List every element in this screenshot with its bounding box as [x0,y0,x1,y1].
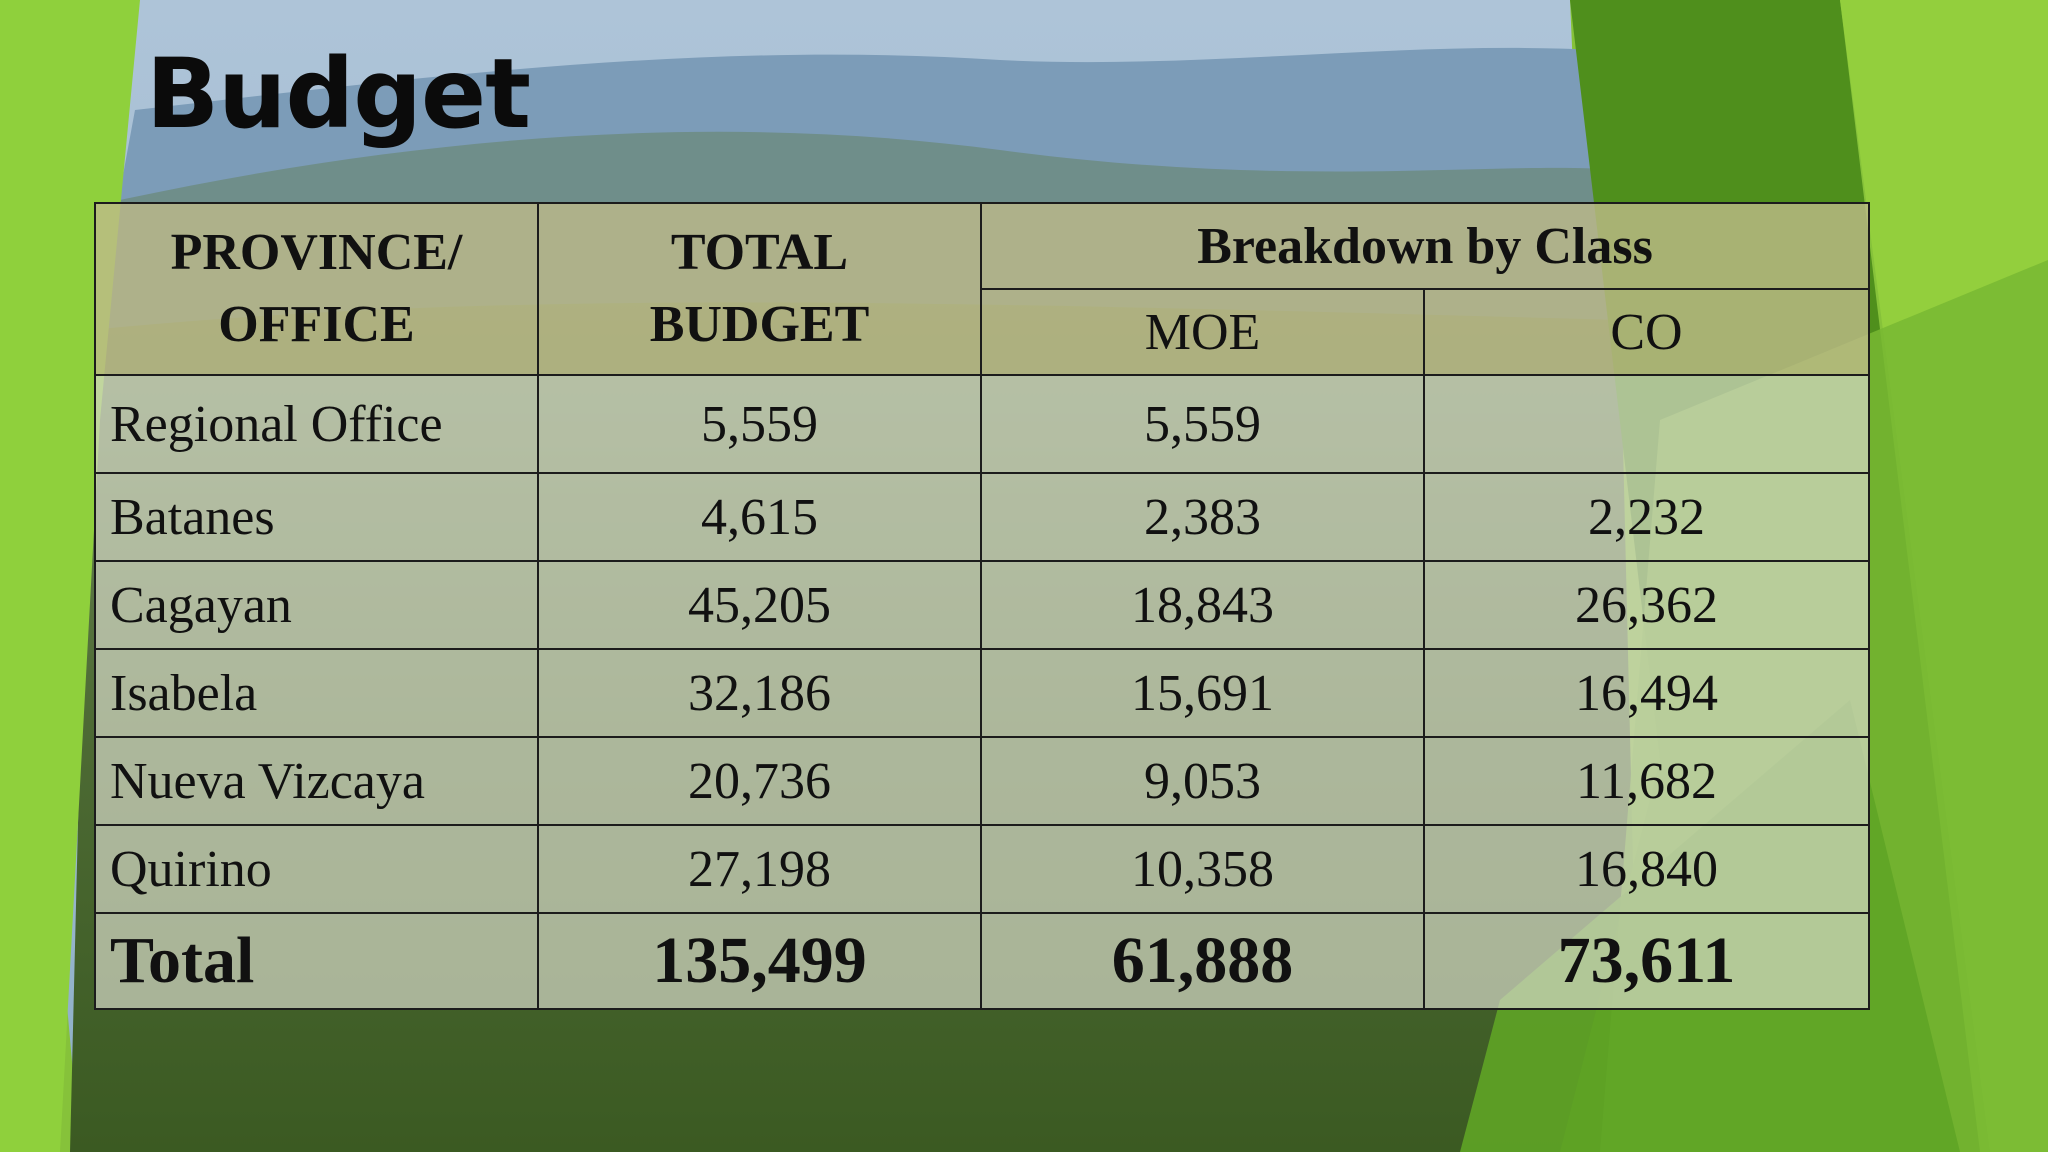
table-row: Nueva Vizcaya 20,736 9,053 11,682 [94,736,1871,826]
row-total: 32,186 [537,648,982,738]
row-co: 16,840 [1422,824,1871,914]
header-moe: MOE [980,288,1425,376]
table-row: Regional Office 5,559 5,559 [94,374,1871,474]
row-co: 11,682 [1422,736,1871,826]
total-co-value: 73,611 [1422,912,1871,1010]
row-name: Batanes [94,472,539,562]
header-province-text: PROVINCE/ OFFICE [170,224,463,353]
row-moe: 2,383 [980,472,1425,562]
row-moe: 9,053 [980,736,1425,826]
row-name: Regional Office [94,374,539,474]
row-moe: 18,843 [980,560,1425,650]
header-province-office: PROVINCE/ OFFICE [94,202,539,376]
header-total-text: TOTAL BUDGET [649,224,870,353]
header-total-budget: TOTAL BUDGET [537,202,982,376]
header-breakdown-by-class: Breakdown by Class [979,202,1871,290]
table-row: Quirino 27,198 10,358 16,840 [94,824,1871,914]
row-name: Isabela [94,648,539,738]
budget-table: PROVINCE/ OFFICE TOTAL BUDGET Breakdown … [94,202,1871,1010]
row-total: 27,198 [537,824,982,914]
row-moe: 10,358 [980,824,1425,914]
total-budget-value: 135,499 [537,912,982,1010]
row-co: 16,494 [1422,648,1871,738]
total-moe-value: 61,888 [980,912,1425,1010]
row-name: Cagayan [94,560,539,650]
row-co: 26,362 [1422,560,1871,650]
row-moe: 15,691 [980,648,1425,738]
total-label: Total [94,912,539,1010]
row-total: 45,205 [537,560,982,650]
row-name: Quirino [94,824,539,914]
table-row: Batanes 4,615 2,383 2,232 [94,472,1871,562]
row-moe: 5,559 [980,374,1425,474]
row-co [1422,374,1871,474]
table-row: Isabela 32,186 15,691 16,494 [94,648,1871,738]
header-co: CO [1422,288,1871,376]
row-name: Nueva Vizcaya [94,736,539,826]
row-co: 2,232 [1422,472,1871,562]
row-total: 4,615 [537,472,982,562]
table-row: Cagayan 45,205 18,843 26,362 [94,560,1871,650]
row-total: 5,559 [537,374,982,474]
row-total: 20,736 [537,736,982,826]
total-row: Total 135,499 61,888 73,611 [94,912,1871,1010]
slide-title: Budget [146,38,531,150]
